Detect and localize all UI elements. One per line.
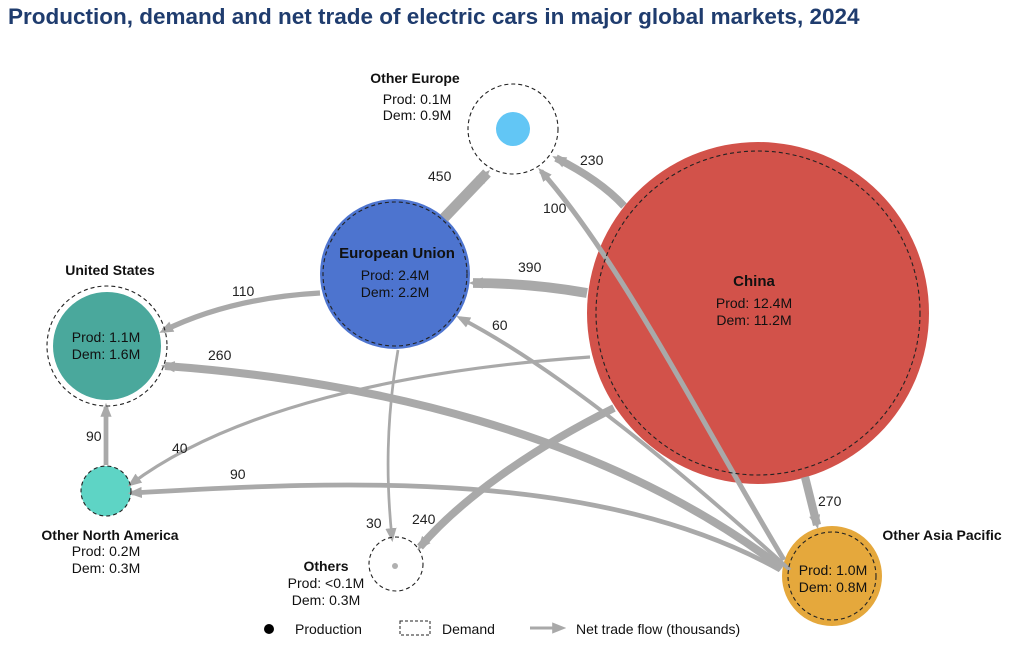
china-demand-ring (595, 150, 921, 476)
other-north-america-name: Other North America (41, 527, 178, 543)
flow-arrow-eu-to-us (159, 290, 321, 334)
others-dem: Dem: 0.3M (292, 592, 360, 608)
united-states-prod: Prod: 1.1M (72, 329, 140, 345)
other-asia-pacific-production-circle (782, 526, 882, 626)
european-union-demand-ring (322, 201, 468, 347)
china-prod: Prod: 12.4M (716, 295, 792, 311)
flow-arrow-oap-to-ona (127, 482, 782, 573)
flow-label-eu-to-us: 110 (232, 283, 255, 299)
united-states-production-circle (53, 292, 161, 400)
other-north-america-dem: Dem: 0.3M (72, 560, 140, 576)
flow-label-oap-to-ona: 90 (230, 466, 246, 482)
others-prod: Prod: <0.1M (288, 575, 365, 591)
flow-arrow-oap-to-eu (456, 316, 792, 572)
flow-label-china-to-others: 240 (412, 511, 436, 527)
flow-arrow-eu-to-others (385, 349, 400, 543)
european-union-prod: Prod: 2.4M (361, 267, 429, 283)
flow-label-china-to-oap: 270 (818, 493, 842, 509)
european-union-production-circle (320, 199, 470, 349)
flow-label-china-to-ona: 40 (172, 440, 188, 456)
flow-arrow-china-to-oap (801, 476, 821, 530)
flow-arrows (100, 154, 821, 573)
page-title: Production, demand and net trade of elec… (8, 4, 860, 29)
other-europe-demand-ring (467, 83, 559, 175)
other-north-america-demand-ring (80, 465, 132, 517)
other-asia-pacific-dem: Dem: 0.8M (799, 579, 867, 595)
flow-arrow-china-to-other-europe (552, 154, 627, 209)
flow-label-china-to-other-europe: 230 (580, 152, 604, 168)
flow-label-eu-to-other-europe: 450 (428, 168, 452, 184)
legend-production-label: Production (295, 621, 362, 637)
others-demand-ring (368, 536, 424, 592)
other-asia-pacific-demand-ring (787, 531, 877, 621)
flow-label-oap-to-other-europe: 100 (543, 200, 567, 216)
flow-label-oap-to-us: 260 (208, 347, 232, 363)
flow-label-eu-to-others: 30 (366, 515, 382, 531)
european-union-name: European Union (339, 245, 455, 262)
united-states-name: United States (65, 262, 155, 278)
other-europe-dem: Dem: 0.9M (383, 107, 451, 123)
legend-demand-label: Demand (442, 621, 495, 637)
european-union-dem: Dem: 2.2M (361, 284, 429, 300)
flow-label-ona-to-us: 90 (86, 428, 102, 444)
legend-production-swatch (264, 624, 274, 634)
flow-arrow-china-to-ona (127, 355, 591, 487)
flow-arrow-china-to-eu (468, 277, 588, 298)
united-states-dem: Dem: 1.6M (72, 346, 140, 362)
other-north-america-prod: Prod: 0.2M (72, 543, 140, 559)
legend-net-trade-label: Net trade flow (thousands) (576, 621, 740, 637)
flow-label-oap-to-eu: 60 (492, 317, 508, 333)
other-north-america-production-circle (81, 466, 131, 516)
other-europe-production-circle (496, 112, 530, 146)
china-dem: Dem: 11.2M (716, 312, 791, 328)
united-states-demand-ring (46, 285, 168, 407)
legend: Production Demand Net trade flow (thousa… (264, 620, 740, 637)
flow-arrow-oap-to-us (160, 361, 785, 572)
legend-demand-swatch (399, 620, 431, 636)
china-name: China (733, 273, 775, 290)
other-europe-name: Other Europe (370, 70, 460, 86)
flow-arrow-eu-to-other-europe (440, 169, 491, 222)
others-name: Others (303, 558, 348, 574)
flow-arrow-oap-to-other-europe (538, 167, 787, 562)
flow-label-china-to-eu: 390 (518, 259, 542, 275)
other-europe-prod: Prod: 0.1M (383, 91, 451, 107)
flow-arrow-china-to-others (417, 404, 616, 551)
other-asia-pacific-prod: Prod: 1.0M (799, 562, 867, 578)
china-production-circle (587, 142, 929, 484)
other-asia-pacific-name: Other Asia Pacific (882, 527, 1002, 543)
others-production-circle (392, 563, 398, 569)
